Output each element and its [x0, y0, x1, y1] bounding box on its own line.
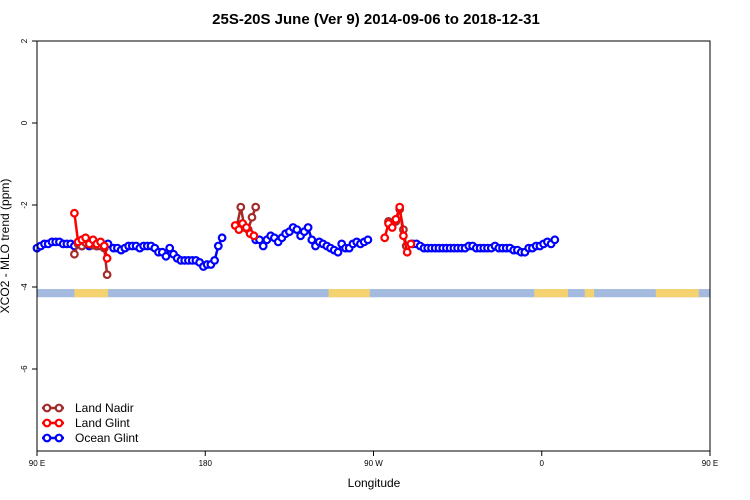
x-tick-label: 90 E — [702, 459, 718, 468]
land-segment — [655, 289, 699, 298]
y-tick-label: -4 — [20, 283, 29, 291]
data-point — [363, 235, 373, 245]
legend-label: Land Glint — [75, 416, 130, 430]
data-point — [69, 249, 79, 259]
data-point — [217, 233, 227, 243]
series-ocean-glint — [32, 223, 560, 271]
data-point — [307, 235, 317, 245]
legend-item: Land Nadir — [42, 401, 134, 415]
legend-marker — [42, 418, 52, 428]
plot-area — [32, 40, 711, 452]
data-point — [81, 233, 90, 243]
data-point — [303, 223, 313, 232]
data-point — [161, 251, 171, 261]
data-point — [406, 239, 416, 249]
legend-marker — [54, 418, 64, 428]
series-land-glint — [69, 202, 416, 263]
y-tick-label: -6 — [20, 365, 29, 373]
land-segment — [584, 289, 595, 298]
ocean-band — [37, 289, 710, 298]
x-tick-label: 0 — [540, 459, 545, 468]
data-point — [69, 208, 79, 218]
x-axis-label: Longitude — [348, 476, 401, 490]
legend-marker — [42, 433, 52, 443]
data-point — [99, 241, 109, 251]
x-tick-label: 90 W — [364, 459, 383, 468]
land-segment — [74, 289, 109, 298]
y-axis-label: XCO2 - MLO trend (ppm) — [0, 179, 12, 314]
y-axis-ticks: 2 0 -2 -4 -6 — [20, 38, 37, 373]
data-point — [251, 202, 261, 212]
y-tick-label: -2 — [20, 201, 29, 209]
data-point — [247, 212, 257, 222]
data-point — [550, 235, 560, 245]
land-segment — [328, 289, 370, 298]
data-point — [210, 256, 220, 265]
x-axis-ticks: 90 E 180 90 W 0 90 E — [29, 451, 718, 468]
legend-item: Ocean Glint — [42, 431, 139, 445]
data-point — [249, 231, 259, 241]
x-tick-label: 180 — [199, 459, 213, 468]
legend-marker — [42, 403, 52, 413]
y-tick-label: 0 — [20, 120, 29, 125]
y-tick-label: 2 — [20, 38, 29, 43]
chart-title: 25S-20S June (Ver 9) 2014-09-06 to 2018-… — [212, 11, 540, 28]
band-layer — [37, 289, 710, 298]
data-point — [391, 214, 401, 224]
data-point — [258, 241, 268, 251]
legend-marker — [54, 433, 64, 443]
legend-label: Land Nadir — [75, 401, 134, 415]
data-point — [380, 233, 390, 243]
x-tick-label: 90 E — [29, 459, 45, 468]
data-point — [399, 231, 408, 241]
legend-label: Ocean Glint — [75, 431, 139, 445]
legend-item: Land Glint — [42, 416, 130, 430]
data-point — [236, 202, 246, 212]
data-point — [102, 270, 112, 280]
data-point — [102, 253, 112, 263]
data-point — [241, 223, 251, 232]
data-point — [234, 225, 244, 235]
data-point — [387, 223, 397, 232]
legend-marker — [54, 403, 64, 413]
data-point — [402, 247, 412, 257]
data-point — [213, 241, 223, 251]
data-point — [165, 243, 175, 253]
series-layer — [32, 202, 560, 280]
data-point — [395, 202, 405, 212]
land-segment — [534, 289, 568, 298]
data-point — [333, 247, 343, 257]
data-point — [292, 225, 302, 235]
